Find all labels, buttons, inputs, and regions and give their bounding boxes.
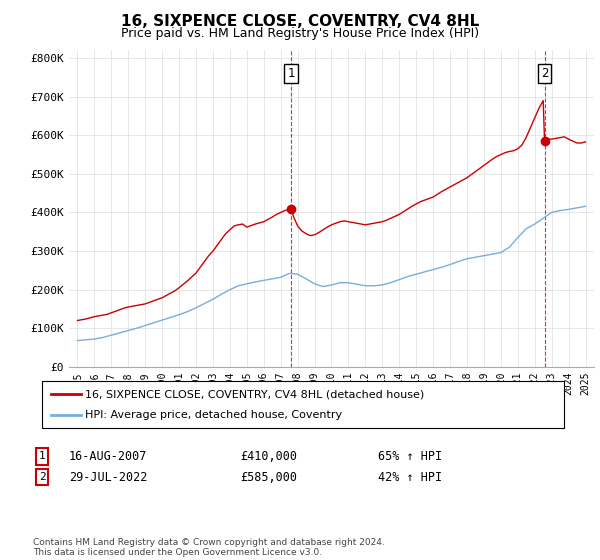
Text: 16, SIXPENCE CLOSE, COVENTRY, CV4 8HL: 16, SIXPENCE CLOSE, COVENTRY, CV4 8HL bbox=[121, 14, 479, 29]
Text: £410,000: £410,000 bbox=[240, 450, 297, 463]
Text: 29-JUL-2022: 29-JUL-2022 bbox=[69, 470, 148, 484]
Text: £585,000: £585,000 bbox=[240, 470, 297, 484]
Text: 42% ↑ HPI: 42% ↑ HPI bbox=[378, 470, 442, 484]
Text: 16-AUG-2007: 16-AUG-2007 bbox=[69, 450, 148, 463]
Text: Price paid vs. HM Land Registry's House Price Index (HPI): Price paid vs. HM Land Registry's House … bbox=[121, 27, 479, 40]
Text: 1: 1 bbox=[287, 67, 295, 80]
Text: 65% ↑ HPI: 65% ↑ HPI bbox=[378, 450, 442, 463]
Text: 2: 2 bbox=[38, 472, 46, 482]
Text: HPI: Average price, detached house, Coventry: HPI: Average price, detached house, Cove… bbox=[85, 410, 343, 420]
Text: 16, SIXPENCE CLOSE, COVENTRY, CV4 8HL (detached house): 16, SIXPENCE CLOSE, COVENTRY, CV4 8HL (d… bbox=[85, 389, 424, 399]
Text: Contains HM Land Registry data © Crown copyright and database right 2024.
This d: Contains HM Land Registry data © Crown c… bbox=[33, 538, 385, 557]
Text: 1: 1 bbox=[38, 451, 46, 461]
Text: 2: 2 bbox=[541, 67, 548, 80]
